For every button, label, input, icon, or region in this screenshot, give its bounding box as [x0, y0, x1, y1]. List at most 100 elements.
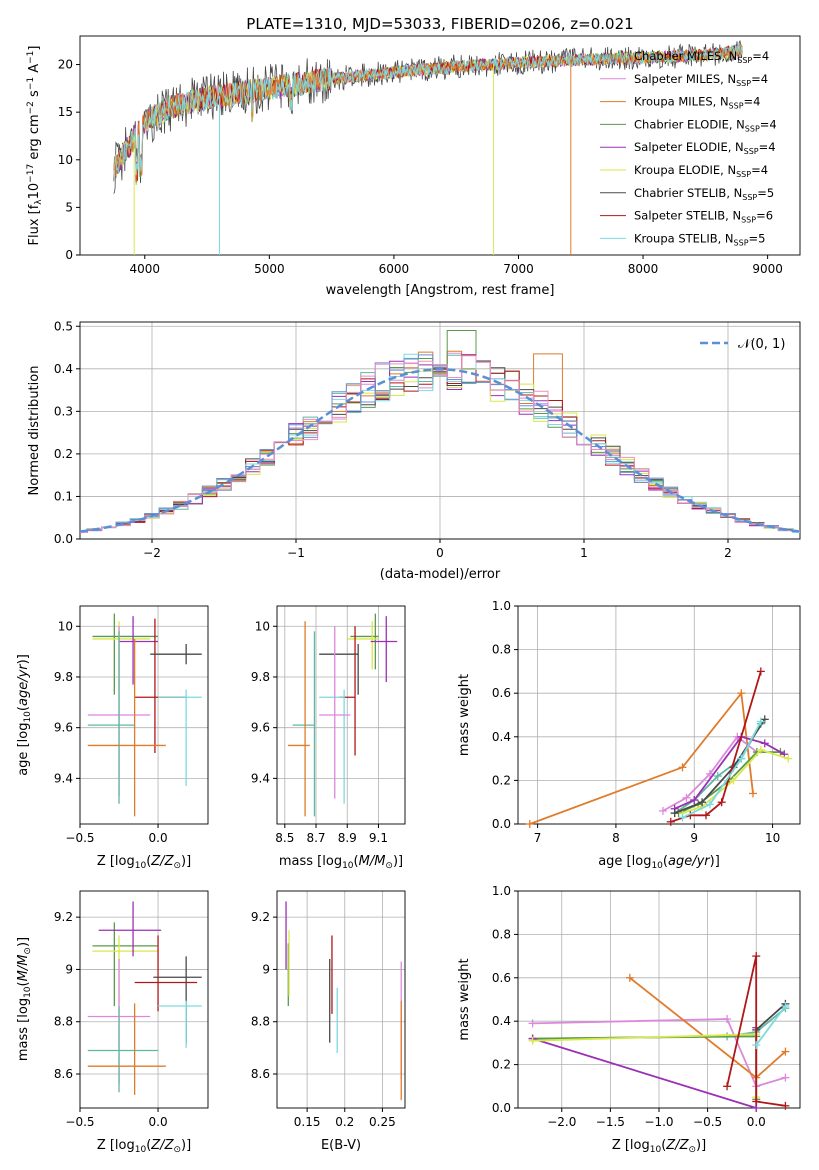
- y-tick-label: 0.2: [54, 447, 73, 461]
- weight-line: [532, 1035, 758, 1100]
- y-tick-label: 8.6: [251, 1067, 270, 1081]
- mass-ebv-panel: 0.15 0.2 0.25 8.6 8.8 9 9.2 E(B-V): [251, 890, 406, 1153]
- age-mass-panel: 8.5 8.7 8.9 9.1 9.4 9.6 9.8 10 mass [log10(M/M⊙)…: [251, 605, 406, 871]
- x-tick-label: 4000: [130, 262, 161, 276]
- y-tick-label: 0.6: [492, 686, 511, 700]
- legend-label: Chabrier STELIB, NSSP=5: [634, 186, 774, 202]
- x-tick-label: 0.0: [149, 831, 168, 845]
- x-tick-label: 0.25: [369, 1115, 396, 1129]
- x-tick-label: 0.2: [335, 1115, 354, 1129]
- spectrum-panel: 4000 5000 6000 7000 8000 9000 0 5 10 15 20 waveleng…: [26, 35, 801, 298]
- axes-frame: [79, 605, 209, 825]
- x-tick-label: 8.7: [306, 831, 325, 845]
- y-tick-label: 8.8: [54, 1015, 73, 1029]
- figure-title: PLATE=1310, MJD=53033, FIBERID=0206, z=0…: [246, 15, 633, 33]
- weight-line: [532, 1033, 758, 1098]
- y-tick-label: 0.6: [492, 971, 511, 985]
- y-tick-label: 0.8: [492, 927, 511, 941]
- age-Z-panel: −0.5 0.0 9.4 9.6 9.8 10 Z [log10(Z/Z⊙)] age [lo…: [16, 605, 209, 871]
- y-tick-label: 5: [65, 200, 73, 214]
- y-tick-label: 9: [65, 962, 73, 976]
- y-axis-label: mass weight: [457, 958, 472, 1040]
- residual-histogram: [80, 355, 800, 533]
- legend-label: Chabrier ELODIE, NSSP=4: [634, 117, 777, 133]
- y-tick-label: 9.6: [54, 721, 73, 735]
- y-axis-label: mass weight: [457, 674, 472, 756]
- y-tick-label: 0.0: [492, 817, 511, 831]
- y-tick-label: 15: [58, 105, 73, 119]
- legend-label: Kroupa MILES, NSSP=4: [634, 95, 760, 111]
- y-tick-label: 9.4: [54, 771, 73, 785]
- y-axis-label: Flux [fλ10−17 erg cm−2 s−1 A−1]: [26, 46, 44, 246]
- x-axis-label: age [log10(age/yr)]: [598, 854, 720, 871]
- weight-line: [755, 1005, 787, 1046]
- y-tick-label: 0.0: [492, 1101, 511, 1115]
- legend-label: Chabrier MILES, NSSP=4: [634, 49, 769, 65]
- y-tick-label: 1.0: [492, 884, 511, 898]
- x-tick-label: −1.0: [644, 1115, 673, 1129]
- axes-frame: [79, 35, 801, 256]
- y-tick-label: 9: [262, 962, 270, 976]
- spectrum-line: [113, 39, 743, 194]
- y-tick-label: 0.2: [492, 773, 511, 787]
- y-tick-label: 9.6: [251, 721, 270, 735]
- residuals-panel: −2 −1 0 1 2 0.0 0.1 0.2 0.3 0.4 0.5 𝒩(0, 1) (data-mo…: [27, 319, 801, 582]
- x-tick-label: 0.0: [747, 1115, 766, 1129]
- x-tick-label: 8.9: [338, 831, 357, 845]
- axes-frame: [276, 890, 406, 1109]
- x-tick-label: 8: [612, 831, 620, 845]
- y-tick-label: 0.3: [54, 404, 73, 418]
- y-tick-label: 9.8: [54, 670, 73, 684]
- y-axis-label: mass [log10(M/M⊙)]: [16, 937, 33, 1061]
- x-tick-label: −1.5: [596, 1115, 625, 1129]
- mass-Z-panel: −0.5 0.0 8.6 8.8 9 9.2 Z [log10(Z/Z⊙)] mass [lo…: [16, 890, 209, 1155]
- x-tick-label: 6000: [379, 262, 410, 276]
- weight-line: [755, 1003, 786, 1031]
- y-tick-label: 0.8: [492, 643, 511, 657]
- legend-label: Kroupa STELIB, NSSP=5: [634, 231, 765, 247]
- x-tick-label: 0: [436, 546, 444, 560]
- x-tick-label: 0.0: [149, 1115, 168, 1129]
- x-axis-label: Z [log10(Z/Z⊙)]: [97, 854, 191, 871]
- y-axis-label: age [log10(age/yr)]: [16, 654, 33, 776]
- y-tick-label: 9.2: [54, 910, 73, 924]
- charts-layer: 4000 5000 6000 7000 8000 900005101520waveleng…: [16, 35, 801, 1155]
- legend-label: Kroupa ELODIE, NSSP=4: [634, 163, 768, 179]
- x-axis-label: Z [log10(Z/Z⊙)]: [97, 1138, 191, 1155]
- y-tick-label: 9.4: [251, 771, 270, 785]
- y-tick-label: 0.4: [54, 362, 73, 376]
- y-tick-label: 0.4: [492, 730, 511, 744]
- legend-label: Salpeter ELODIE, NSSP=4: [634, 140, 776, 156]
- y-tick-label: 1.0: [492, 599, 511, 613]
- y-tick-label: 10: [58, 619, 73, 633]
- weight-line: [532, 1018, 786, 1088]
- x-tick-label: 1: [580, 546, 588, 560]
- y-tick-label: 10: [58, 153, 73, 167]
- axes-frame: [79, 321, 801, 540]
- legend-label: Salpeter STELIB, NSSP=6: [634, 209, 773, 225]
- x-tick-label: 9: [690, 831, 698, 845]
- x-tick-label: 0.15: [294, 1115, 321, 1129]
- y-tick-label: 8.6: [54, 1067, 73, 1081]
- y-tick-label: 9.8: [251, 670, 270, 684]
- weight-line: [726, 955, 786, 1107]
- y-tick-label: 0.0: [54, 532, 73, 546]
- axes-frame: [517, 605, 801, 825]
- spectrum-line: [113, 44, 743, 182]
- x-tick-label: −1: [287, 546, 305, 560]
- weight-line: [682, 721, 762, 819]
- y-tick-label: 0.4: [492, 1014, 511, 1028]
- weight-age-panel: 7 8 9 10 0.0 0.2 0.4 0.6 0.8 1.0 mass weight age [l…: [457, 599, 801, 871]
- x-axis-label: (data-model)/error: [380, 567, 501, 582]
- x-tick-label: −0.5: [65, 1115, 94, 1129]
- x-tick-label: 2: [724, 546, 732, 560]
- x-axis-label: wavelength [Angstrom, rest frame]: [326, 283, 555, 298]
- weight-Z-panel: −2.0 −1.5 −1.0 −0.5 0.0 0.0 0.2 0.4 0.6 0.8 1.0 mas…: [457, 884, 801, 1155]
- axes-frame: [79, 890, 209, 1109]
- x-tick-label: −2.0: [547, 1115, 576, 1129]
- x-axis-label: mass [log10(M/M⊙)]: [279, 854, 403, 871]
- x-tick-label: 8000: [628, 262, 659, 276]
- y-tick-label: 8.8: [251, 1015, 270, 1029]
- x-tick-label: 10: [765, 831, 780, 845]
